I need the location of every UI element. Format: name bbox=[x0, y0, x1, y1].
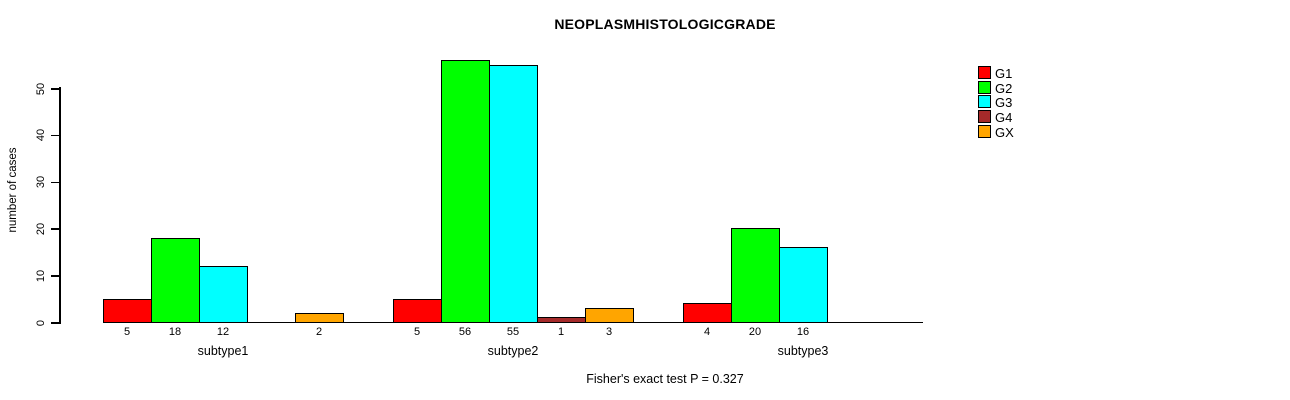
y-axis-tick bbox=[51, 275, 59, 277]
legend-label-g3: G3 bbox=[995, 95, 1013, 111]
x-group-label-subtype2: subtype2 bbox=[487, 344, 539, 358]
bar-g1-subtype2 bbox=[393, 298, 442, 323]
bar-g3-subtype3 bbox=[779, 247, 828, 323]
y-tick-label: 10 bbox=[35, 269, 47, 282]
y-axis-tick bbox=[51, 322, 59, 324]
y-axis-tick bbox=[51, 181, 59, 184]
bar-g1-subtype1 bbox=[103, 298, 152, 323]
bar-value-label: 5 bbox=[413, 326, 421, 338]
y-axis-tick bbox=[51, 134, 59, 137]
legend-label-g1: G1 bbox=[995, 66, 1013, 81]
legend-swatch-g2 bbox=[978, 80, 991, 94]
legend-swatch-gx bbox=[978, 124, 991, 138]
legend-label-gx: GX bbox=[995, 124, 1014, 140]
legend-swatch-g1 bbox=[978, 66, 991, 79]
y-tick-label: 0 bbox=[35, 319, 47, 326]
annotation-text: Fisher's exact test P = 0.327 bbox=[586, 372, 744, 386]
bar-g4-subtype2 bbox=[537, 317, 586, 323]
legend-label-g4: G4 bbox=[995, 110, 1013, 126]
legend-swatch-g3 bbox=[978, 95, 991, 109]
bar-value-label: 56 bbox=[458, 326, 472, 338]
bar-gx-subtype1 bbox=[295, 312, 344, 323]
bar-g3-subtype1 bbox=[199, 265, 248, 323]
bar-value-label: 20 bbox=[748, 326, 762, 338]
legend-label-g2: G2 bbox=[995, 80, 1013, 96]
y-axis-tick bbox=[51, 88, 59, 90]
x-group-label-subtype3: subtype3 bbox=[777, 344, 829, 358]
y-tick-label: 30 bbox=[35, 175, 47, 189]
y-tick-label: 50 bbox=[35, 82, 47, 95]
chart-title: NEOPLASMHISTOLOGICGRADE bbox=[554, 16, 776, 32]
y-axis-line bbox=[59, 87, 61, 324]
bar-value-label: 16 bbox=[796, 326, 810, 338]
y-axis-tick bbox=[51, 228, 59, 230]
bar-value-label: 1 bbox=[557, 326, 565, 338]
bar-g2-subtype2 bbox=[441, 59, 490, 323]
bar-g2-subtype1 bbox=[151, 237, 200, 323]
legend-swatch-g4 bbox=[978, 110, 991, 124]
bar-value-label: 2 bbox=[315, 326, 323, 338]
bar-value-label: 3 bbox=[605, 326, 613, 338]
y-tick-label: 20 bbox=[35, 222, 47, 236]
bar-g3-subtype2 bbox=[489, 64, 538, 323]
bar-g2-subtype3 bbox=[731, 228, 780, 323]
bar-value-label: 12 bbox=[216, 326, 230, 338]
bar-value-label: 55 bbox=[506, 326, 520, 338]
y-axis-label: number of cases bbox=[7, 147, 19, 233]
bar-value-label: 18 bbox=[168, 326, 182, 338]
bar-gx-subtype2 bbox=[585, 307, 634, 323]
x-group-label-subtype1: subtype1 bbox=[197, 344, 249, 358]
y-tick-label: 40 bbox=[35, 129, 47, 142]
bar-g1-subtype3 bbox=[683, 303, 732, 323]
bar-value-label: 4 bbox=[703, 326, 711, 338]
bar-value-label: 5 bbox=[123, 326, 131, 338]
